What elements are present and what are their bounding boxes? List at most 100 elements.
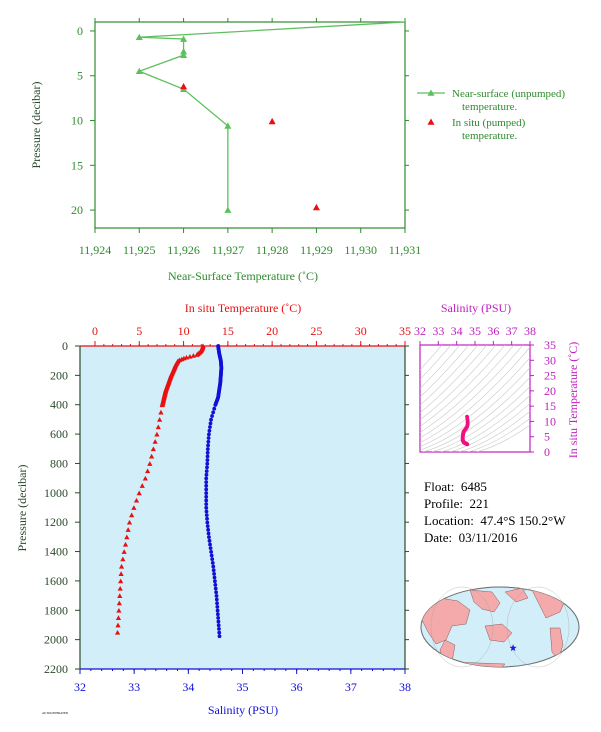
location-map xyxy=(420,586,580,668)
legend-pumped-marker xyxy=(427,118,435,125)
map-landmass xyxy=(469,589,501,613)
density-contour xyxy=(420,346,530,443)
temperature-point xyxy=(157,417,163,422)
temperature-point xyxy=(118,563,125,569)
y-tick-label: 15 xyxy=(71,158,83,172)
temperature-point xyxy=(121,549,127,554)
salinity-point xyxy=(206,432,211,437)
pressure-tick-label: 2200 xyxy=(44,662,68,676)
ts-plot-frame xyxy=(419,344,531,453)
salinity-point xyxy=(205,447,210,451)
pressure-tick-label: 1600 xyxy=(44,574,68,588)
near-surface-y-axis-title: Pressure (decibar) xyxy=(29,82,43,169)
density-contour xyxy=(420,345,497,421)
map-landmass xyxy=(549,627,564,661)
temperature-tick-label: 0 xyxy=(92,324,98,338)
ts-y-tick-label: 30 xyxy=(544,353,556,367)
density-contour xyxy=(420,345,524,439)
density-contour xyxy=(467,417,530,452)
ts-x-tick-label: 37 xyxy=(506,324,518,338)
temperature-point xyxy=(152,439,158,444)
temperature-point xyxy=(129,512,135,518)
temperature-point xyxy=(115,615,122,620)
density-contour xyxy=(431,385,530,452)
temperature-point xyxy=(131,505,137,510)
density-contours xyxy=(420,345,530,452)
salinity-point xyxy=(204,491,209,496)
profile-line: Profile: 221 xyxy=(424,496,490,511)
temperature-point xyxy=(124,534,130,540)
density-contour xyxy=(420,345,488,414)
legend-pumped-label-2: temperature. xyxy=(462,130,518,142)
salinity-point xyxy=(206,527,211,532)
ts-x-tick-label: 34 xyxy=(451,324,463,338)
temperature-point xyxy=(142,475,148,481)
density-contour xyxy=(420,357,530,447)
temperature-point xyxy=(187,353,193,359)
ts-x-tick-label: 36 xyxy=(487,324,499,338)
unpumped-temperature-point xyxy=(180,35,188,42)
temperature-point xyxy=(159,402,165,408)
temperature-point xyxy=(139,483,145,488)
temperature-axis-title: In situ Temperature (˚C) xyxy=(185,301,302,315)
temperature-point xyxy=(150,446,156,452)
density-contour xyxy=(420,345,506,427)
salinity-point xyxy=(210,560,215,565)
pressure-tick-label: 200 xyxy=(50,368,68,382)
salinity-point xyxy=(210,557,215,562)
temperature-tick-label: 35 xyxy=(399,324,411,338)
salinity-point xyxy=(215,612,220,617)
temperature-point xyxy=(136,490,142,496)
salinity-point xyxy=(205,520,210,525)
salinity-point xyxy=(217,630,222,635)
ts-x-axis-title: Salinity (PSU) xyxy=(441,301,511,315)
date-line: Date: 03/11/2016 xyxy=(424,530,518,545)
temperature-point xyxy=(125,527,131,532)
salinity-point xyxy=(208,421,213,426)
salinity-point xyxy=(212,571,216,576)
unpumped-temperature-line xyxy=(137,21,406,211)
location-value: 47.4°S 150.2°W xyxy=(480,513,566,528)
salinity-point xyxy=(209,553,214,558)
salinity-point xyxy=(208,425,212,429)
salinity-point xyxy=(206,443,210,448)
salinity-point xyxy=(204,502,209,507)
temperature-point xyxy=(158,409,164,415)
salinity-point xyxy=(213,586,218,591)
y-tick-label: 5 xyxy=(77,69,83,83)
ts-x-tick-label: 35 xyxy=(469,324,481,338)
salinity-point xyxy=(206,436,211,440)
salinity-point xyxy=(204,483,209,488)
salinity-point xyxy=(206,439,211,444)
salinity-point xyxy=(212,575,217,580)
pressure-axis-title: Pressure (decibar) xyxy=(15,465,29,552)
temperature-point xyxy=(126,519,133,525)
salinity-tick-label: 35 xyxy=(237,680,249,694)
temperature-point xyxy=(190,353,197,358)
temperature-point xyxy=(149,453,155,459)
y-tick-label: 0 xyxy=(77,24,83,38)
salinity-point xyxy=(204,476,209,481)
salinity-point xyxy=(214,597,219,602)
temperature-point xyxy=(194,352,200,357)
ts-y-tick-label: 20 xyxy=(544,384,556,398)
salinity-tick-label: 34 xyxy=(182,680,194,694)
x-tick-label: 11,931 xyxy=(389,243,422,257)
salinity-point xyxy=(205,465,209,470)
density-contour xyxy=(458,410,530,452)
temperature-point xyxy=(115,622,121,628)
x-tick-label: 11,925 xyxy=(123,243,156,257)
temperature-point xyxy=(120,556,126,562)
salinity-tick-label: 38 xyxy=(399,680,411,694)
x-tick-label: 11,924 xyxy=(79,243,112,257)
profile-value: 221 xyxy=(469,496,490,511)
pressure-tick-label: 1400 xyxy=(44,545,68,559)
ts-y-tick-label: 15 xyxy=(544,399,556,413)
float-line: Float: 6485 xyxy=(424,479,487,494)
temperature-point xyxy=(117,593,123,598)
salinity-point xyxy=(214,593,219,598)
salinity-point xyxy=(216,623,221,628)
temperature-point xyxy=(118,571,124,576)
map-landmass xyxy=(504,587,529,603)
